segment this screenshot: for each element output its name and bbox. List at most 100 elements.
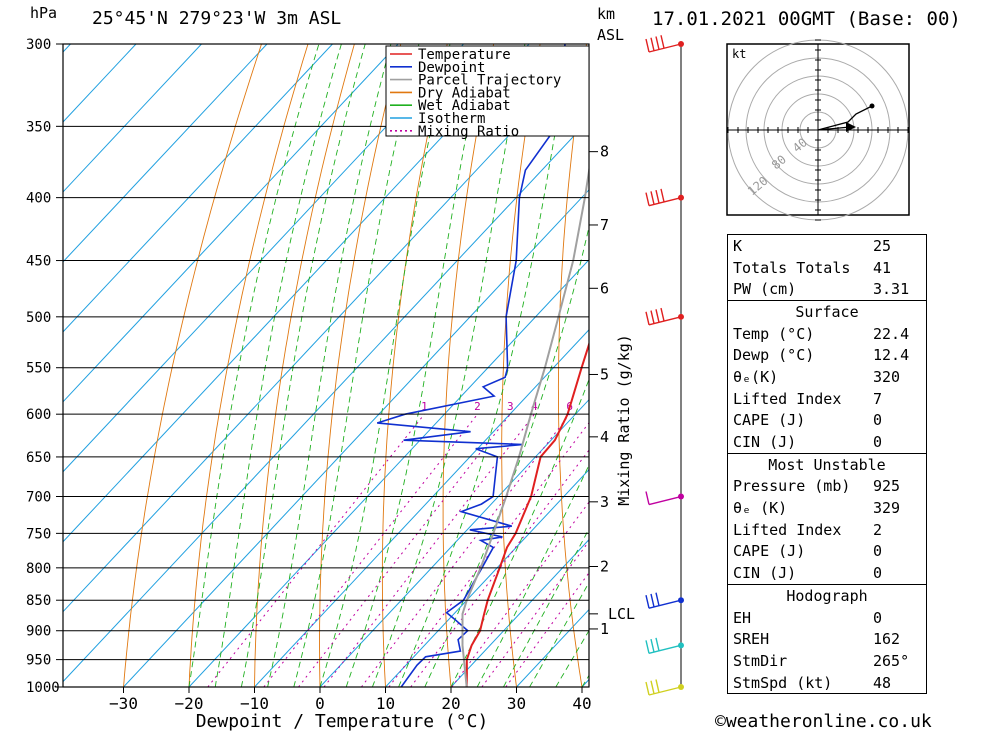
wind-barb: [645, 35, 684, 53]
dry-adiabat-line: [123, 44, 262, 687]
legend-entry: Dewpoint: [418, 60, 485, 76]
index-label: CIN (J): [733, 433, 797, 452]
pressure-tick-label: 450: [26, 254, 51, 270]
index-value: 0: [873, 433, 883, 452]
index-value: 320: [873, 367, 901, 386]
pressure-tick-label: 750: [26, 526, 51, 542]
wet-adiabat-line: [503, 527, 589, 687]
wind-barb: [645, 592, 684, 609]
temp-tick-label: −30: [109, 694, 138, 713]
dry-adiabat-line: [958, 44, 1000, 687]
index-value: 22.4: [873, 324, 910, 343]
temp-tick-label: 30: [507, 694, 526, 713]
index-value: 41: [873, 258, 892, 277]
isotherm-line: [319, 398, 589, 687]
mixing-ratio-line: [298, 413, 511, 687]
wind-barb: [645, 491, 684, 506]
wind-barb-flag: [660, 35, 665, 49]
index-row: θₑ(K) 320: [728, 366, 926, 388]
temp-tick-label: 40: [572, 694, 591, 713]
temp-tick-label: 0: [315, 694, 325, 713]
mixing-ratio-axis-label: Mixing Ratio (g/kg): [615, 334, 633, 506]
index-row: CAPE (J) 0: [728, 541, 926, 563]
pressure-tick-label: 300: [26, 37, 51, 53]
wind-barb-flag: [645, 595, 650, 609]
mixing-ratio-line: [263, 413, 478, 687]
legend-entry: Dry Adiabat: [418, 85, 511, 101]
mixing-ratio-label: 8: [592, 400, 599, 413]
isotherm-line: [254, 328, 589, 687]
index-value: 12.4: [873, 346, 910, 365]
pressure-tick-label: 1000: [26, 680, 60, 696]
legend-entry: Isotherm: [418, 111, 485, 127]
km-tick-label: 1: [600, 620, 609, 638]
wind-barb-flag: [655, 637, 660, 652]
index-value: 265°: [873, 651, 910, 670]
wind-barb-flag: [655, 309, 660, 323]
pressure-tick-label: 550: [26, 361, 51, 377]
dry-adiabat-line: [188, 44, 309, 687]
index-value: 0: [873, 411, 883, 430]
km-tick-label: 7: [600, 216, 609, 234]
isotherm-line: [63, 119, 589, 683]
wind-barb-flag: [645, 311, 650, 325]
km-tick-label: 6: [600, 279, 609, 297]
isotherm-line: [63, 44, 530, 543]
x-axis-label: Dewpoint / Temperature (°C): [196, 711, 489, 732]
temp-tick-label: −20: [175, 694, 204, 713]
wet-adiabat-line: [450, 378, 589, 687]
index-label: CIN (J): [733, 564, 797, 583]
wind-barb-shaft: [648, 495, 682, 506]
index-label: SREH: [733, 630, 770, 649]
km-tick-label: 4: [600, 428, 609, 446]
index-label: Totals Totals: [733, 258, 851, 277]
wind-barb-flag: [655, 679, 660, 693]
pressure-tick-label: 900: [26, 624, 51, 640]
copyright-footer: ©weatheronline.co.uk: [715, 711, 932, 732]
legend-box: [385, 45, 590, 137]
isotherm-line: [450, 538, 589, 687]
legend-entry: Parcel Trajectory: [418, 73, 561, 89]
pressure-tick-label: 600: [26, 407, 51, 423]
general-indices: K 25 Totals Totals 41 PW (cm) 3.31: [728, 235, 926, 302]
km-tick-label: 3: [600, 493, 609, 511]
pressure-tick-label: 950: [26, 653, 51, 669]
index-row: Pressure (mb) 925: [728, 476, 926, 498]
wind-barb-flag: [655, 592, 660, 606]
isotherm-line: [63, 44, 137, 123]
index-row: Dewp (°C) 12.4: [728, 344, 926, 366]
wind-barb-flag: [645, 192, 650, 206]
pressure-unit-label: hPa: [30, 4, 58, 22]
hodograph-indices: Hodograph EH 0 SREH 162 StmDir 265° StmSpd (kt…: [728, 585, 926, 693]
hodograph-unit: kt: [732, 47, 746, 61]
wind-barb-flag: [650, 191, 655, 205]
index-value: 162: [873, 630, 901, 649]
index-row: StmDir 265°: [728, 650, 926, 672]
index-row: PW (cm) 3.31: [728, 278, 926, 300]
wind-barb-flag: [655, 36, 660, 50]
location-title: 25°45'N 279°23'W 3m ASL: [92, 8, 342, 29]
index-row: CIN (J) 0: [728, 431, 926, 453]
plot-frame: [62, 43, 590, 688]
datetime-title: 17.01.2021 00GMT (Base: 00): [652, 8, 961, 30]
index-value: 0: [873, 564, 883, 583]
index-row: StmSpd (kt) 48: [728, 672, 926, 694]
hodograph-point: [869, 103, 875, 109]
index-value: 7: [873, 389, 883, 408]
index-label: Pressure (mb): [733, 477, 851, 496]
legend-entry: Mixing Ratio: [418, 124, 519, 140]
legend-entry: Wet Adiabat: [418, 98, 511, 114]
isotherm-line: [63, 44, 333, 333]
wind-barb-flag: [660, 188, 665, 203]
legend-entry: Temperature: [418, 47, 511, 63]
index-label: Temp (°C): [733, 324, 815, 343]
pressure-tick-label: 850: [26, 593, 51, 609]
index-label: θₑ (K): [733, 499, 788, 518]
index-label: Lifted Index: [733, 520, 842, 539]
pressure-tick-label: 650: [26, 450, 51, 466]
wind-barb-flag: [660, 307, 665, 322]
index-label: EH: [733, 608, 752, 627]
wind-barb-flag: [650, 310, 655, 324]
index-label: Dewp (°C): [733, 346, 815, 365]
